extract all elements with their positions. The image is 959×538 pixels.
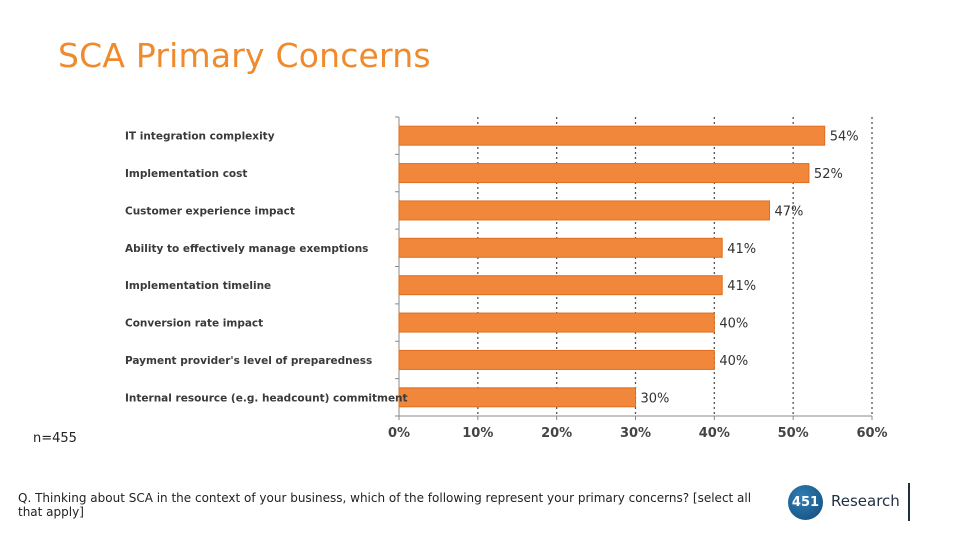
x-tick-label: 0%	[388, 426, 410, 441]
logo-wordmark: Research	[831, 492, 900, 510]
category-label: Payment provider's level of preparedness	[125, 355, 372, 367]
451-research-logo: 451 Research	[788, 483, 910, 521]
sample-size-note: n=455	[33, 431, 77, 446]
x-tick-label: 20%	[541, 426, 572, 441]
x-tick-label: 60%	[856, 426, 887, 441]
bar	[398, 125, 826, 146]
logo-circle-icon: 451	[788, 485, 823, 520]
x-tick-label: 30%	[620, 426, 651, 441]
bar	[398, 349, 715, 370]
data-label: 30%	[641, 391, 670, 406]
category-label: IT integration complexity	[125, 131, 275, 143]
category-label: Implementation cost	[125, 168, 247, 180]
chart-bars	[398, 125, 826, 408]
data-label: 41%	[727, 242, 756, 257]
logo-divider	[908, 483, 910, 521]
survey-question: Q. Thinking about SCA in the context of …	[18, 491, 752, 519]
data-label: 54%	[830, 130, 859, 145]
data-label: 40%	[719, 354, 748, 369]
bar	[398, 387, 636, 408]
x-tick-label: 40%	[699, 426, 730, 441]
bar	[398, 163, 810, 184]
category-label: Implementation timeline	[125, 280, 271, 292]
x-tick-label: 10%	[462, 426, 493, 441]
x-tick-label: 50%	[778, 426, 809, 441]
bar	[398, 237, 723, 258]
category-label: Internal resource (e.g. headcount) commi…	[125, 392, 408, 404]
data-label: 41%	[727, 279, 756, 294]
data-label: 40%	[719, 317, 748, 332]
data-label: 52%	[814, 167, 843, 182]
chart-axes	[395, 116, 873, 420]
category-label: Conversion rate impact	[125, 318, 263, 330]
chart-labels: 0% 10% 20% 30% 40% 50% 60% IT integration compl…	[125, 130, 888, 441]
bar	[398, 312, 715, 333]
page-title: SCA Primary Concerns	[58, 36, 431, 75]
chart-gridlines	[477, 117, 873, 416]
category-label: Customer experience impact	[125, 205, 295, 217]
category-label: Ability to effectively manage exemptions	[125, 243, 368, 255]
data-label: 47%	[775, 204, 804, 219]
bar	[398, 275, 723, 296]
bar	[398, 200, 771, 221]
